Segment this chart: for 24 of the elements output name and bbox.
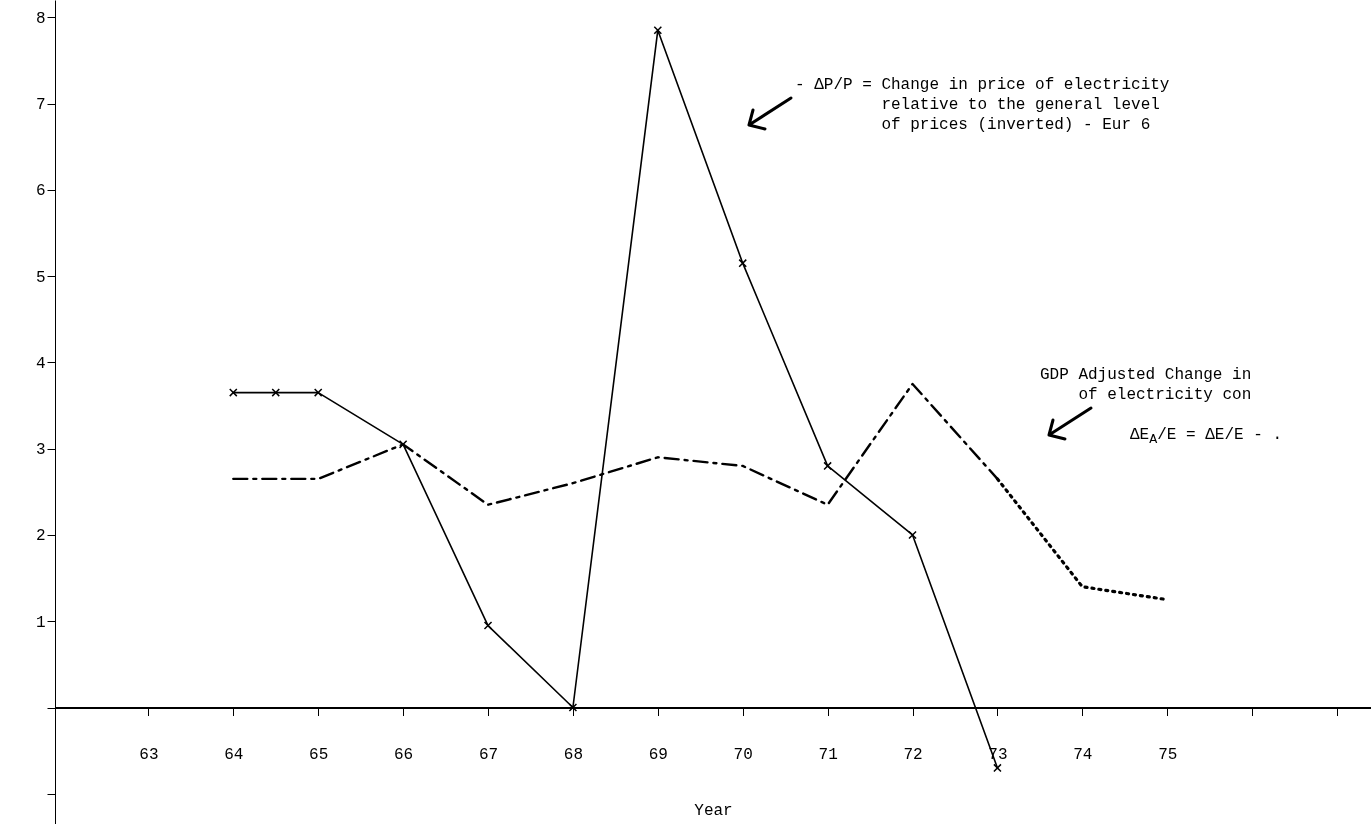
x-tick-label: 71 bbox=[818, 746, 838, 765]
annotation: GDP Adjusted Change in of electricity con bbox=[1040, 365, 1252, 405]
y-tick-label: 3 bbox=[35, 441, 46, 460]
x-axis-title: Year bbox=[694, 802, 733, 821]
y-tick-label: 6 bbox=[35, 182, 46, 201]
x-tick-label: 66 bbox=[394, 746, 414, 765]
x-tick-label: 72 bbox=[903, 746, 923, 765]
x-tick-label: 68 bbox=[563, 746, 584, 765]
y-tick-label: 4 bbox=[35, 354, 46, 373]
y-tick-label: 5 bbox=[35, 268, 46, 287]
x-tick-label: 75 bbox=[1158, 746, 1178, 765]
x-tick-label: 74 bbox=[1073, 746, 1093, 765]
annotation: - ΔP/P = Change in price of electricity relative to the general level of prices (inverted) - Eur 6 bbox=[795, 75, 1170, 135]
x-tick-label: 67 bbox=[478, 746, 499, 765]
x-tick-label: 63 bbox=[139, 746, 159, 765]
x-tick-label: 70 bbox=[733, 746, 753, 765]
y-tick-label: 7 bbox=[35, 96, 46, 115]
y-tick-label: 1 bbox=[35, 613, 46, 632]
annotation: ΔE$_{A}$/E = ΔE/E - . bbox=[1130, 425, 1283, 450]
x-tick-label: 65 bbox=[309, 746, 329, 765]
x-tick-label: 64 bbox=[224, 746, 244, 765]
x-tick-label: 69 bbox=[648, 746, 668, 765]
y-tick-label: 2 bbox=[35, 527, 46, 546]
y-tick-label: 8 bbox=[35, 9, 46, 28]
